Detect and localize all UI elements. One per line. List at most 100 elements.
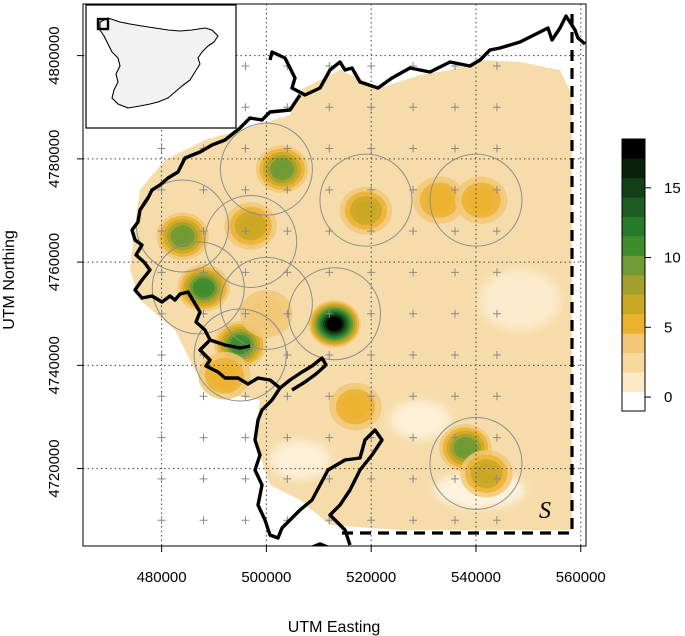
coastline-bottom — [310, 542, 330, 546]
sampling-point — [157, 516, 166, 525]
colorbar-segment — [622, 158, 645, 179]
hotspot — [454, 176, 508, 224]
inset-locator — [96, 17, 110, 31]
hotspots — [156, 145, 513, 498]
coastline — [130, 14, 586, 546]
sampling-point — [283, 185, 292, 194]
sampling-point — [157, 185, 166, 194]
sampling-point — [283, 227, 292, 236]
sampling-point — [367, 557, 375, 565]
sampling-point — [157, 227, 166, 236]
sampling-point — [492, 185, 501, 194]
sampling-point — [409, 433, 418, 442]
sampling-point — [409, 268, 418, 277]
colorbar-segments — [622, 139, 645, 412]
sampling-point — [199, 516, 208, 525]
colorbar-segment — [622, 139, 645, 159]
sampling-point — [325, 144, 334, 153]
sampling-point — [199, 433, 208, 442]
sampling-point — [492, 516, 501, 525]
buffer-circle — [429, 153, 523, 247]
sampling-point — [451, 351, 460, 360]
sampling-point — [157, 433, 166, 442]
sampling-point — [325, 268, 334, 277]
sampling-point — [451, 309, 460, 318]
sampling-point — [409, 516, 418, 525]
hotspot-level — [457, 440, 474, 456]
sampling-point — [325, 103, 334, 112]
sampling-point — [325, 392, 334, 401]
plot-area — [83, 4, 586, 565]
y-tick-label: 4760000 — [46, 233, 63, 291]
colorbar: 0 5 10 15 — [621, 138, 681, 412]
sampling-point — [199, 185, 208, 194]
colorbar-tick-label: 10 — [664, 250, 681, 267]
y-tick-label: 4740000 — [46, 336, 63, 394]
x-axis-label: UTM Easting — [288, 619, 380, 636]
hotspot-level — [468, 188, 495, 212]
sampling-point — [409, 351, 418, 360]
sampling-point — [451, 185, 460, 194]
sampling-point — [241, 144, 250, 153]
colorbar-segment — [622, 391, 645, 412]
sampling-point — [367, 516, 376, 525]
sampling-point — [283, 392, 292, 401]
buffer-circle — [193, 308, 287, 402]
colorbar-segment — [622, 255, 645, 276]
colorbar-ticks: 0 5 10 15 — [645, 180, 681, 406]
coastline-estuary — [278, 356, 328, 392]
plot-frame — [82, 3, 587, 547]
coastline-estuary — [209, 338, 251, 350]
sampling-point — [451, 516, 460, 525]
inset-map — [85, 4, 237, 129]
sampling-point — [283, 351, 292, 360]
buffer-circle — [204, 194, 298, 288]
sampling-point — [492, 144, 501, 153]
hotspot — [156, 212, 209, 261]
hotspot-level — [426, 188, 453, 212]
colorbar-segment — [622, 313, 645, 334]
density-surface — [130, 60, 572, 530]
buffer-circle — [429, 416, 523, 510]
axes: 480000 500000 520000 540000 560000 4720000 474… — [46, 26, 606, 586]
sampling-point — [241, 103, 250, 112]
hotspot-level — [328, 318, 341, 330]
region-label: S — [539, 498, 551, 524]
sampling-point — [451, 433, 460, 442]
light-patch — [390, 400, 450, 440]
sampling-point — [158, 557, 166, 565]
buffer-circles — [136, 122, 523, 510]
sampling-point — [325, 185, 334, 194]
sampling-point — [451, 474, 460, 483]
sampling-point — [199, 474, 208, 483]
y-tick-label: 4780000 — [46, 130, 63, 188]
colorbar-segment — [622, 352, 645, 373]
y-axis-label: UTM Northing — [1, 230, 18, 330]
study-region-boundary — [342, 14, 574, 535]
hotspot — [224, 202, 277, 250]
sampling-point — [493, 557, 501, 565]
sampling-point — [283, 557, 291, 565]
colorbar-tick-label: 0 — [664, 389, 672, 406]
buffer-circle — [219, 122, 313, 216]
x-tick-label: 540000 — [451, 569, 501, 586]
sampling-point — [492, 351, 501, 360]
buffer-circle — [319, 153, 413, 247]
sampling-point — [157, 474, 166, 483]
colorbar-segment — [622, 216, 645, 237]
hotspot — [240, 289, 293, 338]
sampling-point — [367, 144, 376, 153]
sampling-point — [409, 392, 418, 401]
hotspot-level — [342, 394, 369, 419]
colorbar-segment — [622, 275, 645, 295]
colorbar-tick-label: 5 — [664, 319, 672, 336]
sampling-point — [241, 61, 250, 70]
sampling-point — [451, 392, 460, 401]
sampling-point — [451, 268, 460, 277]
sampling-point — [409, 309, 418, 318]
density-base — [130, 60, 572, 530]
sampling-point — [241, 516, 250, 525]
sampling-point — [451, 227, 460, 236]
sampling-point — [283, 309, 292, 318]
colorbar-segment — [622, 177, 645, 198]
